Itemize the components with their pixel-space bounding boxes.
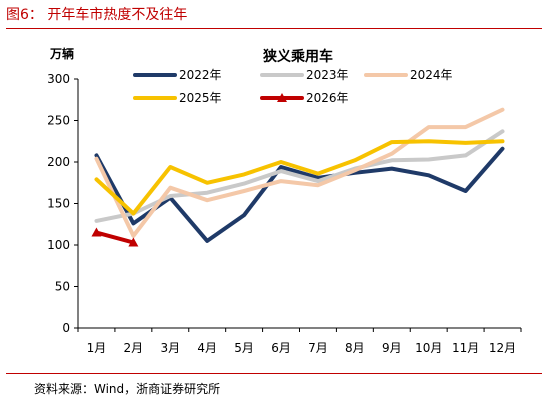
bottom-rule xyxy=(6,373,542,374)
legend-item: 2024年 xyxy=(364,68,453,82)
legend-marker xyxy=(277,93,287,102)
legend-label: 2025年 xyxy=(179,91,222,105)
y-tick-label: 0 xyxy=(62,321,70,335)
series-2024年 xyxy=(94,107,505,238)
x-tick-label: 1月 xyxy=(87,341,107,355)
x-tick-label: 4月 xyxy=(197,341,217,355)
x-tick-label: 2月 xyxy=(124,341,144,355)
y-tick-label: 100 xyxy=(47,238,70,252)
legend-label: 2024年 xyxy=(410,68,453,82)
figure-title: 图6： 开年车市热度不及往年 xyxy=(6,4,187,24)
chart: 万辆 狭义乘用车 2022年 2023年 2024年 2025年 2026年 0 50 10… xyxy=(47,46,522,355)
figure-label: 图6： xyxy=(6,7,43,23)
x-tick-label: 5月 xyxy=(234,341,254,355)
x-tick-label: 9月 xyxy=(382,341,402,355)
y-axis-unit-label: 万辆 xyxy=(49,46,74,61)
y-tick-label: 150 xyxy=(47,197,70,211)
series-point xyxy=(128,237,139,247)
figure-caption: 开年车市热度不及往年 xyxy=(47,7,188,23)
x-tick-label: 6月 xyxy=(271,341,291,355)
axes: 0 50 100 150 200 250 300 1月 2月 3月 4月 5月 6月 7月 8月 9月 10月 1… xyxy=(47,72,522,355)
legend-item: 2026年 xyxy=(260,91,349,105)
source-note: 资料来源：Wind，浙商证券研究所 xyxy=(34,382,221,396)
legend-label: 2026年 xyxy=(306,91,349,105)
legend-item: 2023年 xyxy=(260,68,349,82)
y-tick-label: 300 xyxy=(47,72,70,86)
series-2022年 xyxy=(94,146,505,243)
series-2025年 xyxy=(94,139,505,216)
series-line xyxy=(94,146,505,243)
legend-item: 2022年 xyxy=(133,68,222,82)
y-tick-label: 250 xyxy=(47,114,70,128)
x-tick-label: 3月 xyxy=(160,341,180,355)
series-line xyxy=(94,107,505,238)
series-2026年 xyxy=(91,227,139,247)
y-tick-label: 50 xyxy=(55,280,70,294)
x-tick-label: 12月 xyxy=(489,341,516,355)
chart-title: 狭义乘用车 xyxy=(262,48,333,65)
legend-label: 2022年 xyxy=(179,68,222,82)
legend: 2022年 2023年 2024年 2025年 2026年 xyxy=(133,68,453,105)
x-tick-label: 10月 xyxy=(415,341,442,355)
top-rule xyxy=(6,28,542,29)
legend-label: 2023年 xyxy=(306,68,349,82)
x-tick-label: 11月 xyxy=(452,341,479,355)
series-line xyxy=(94,139,505,216)
x-tick-label: 8月 xyxy=(345,341,365,355)
series-layer xyxy=(91,107,505,247)
legend-item: 2025年 xyxy=(133,91,222,105)
y-tick-label: 200 xyxy=(47,155,70,169)
series-point xyxy=(91,227,102,237)
series-line xyxy=(94,230,136,245)
x-tick-label: 7月 xyxy=(308,341,328,355)
